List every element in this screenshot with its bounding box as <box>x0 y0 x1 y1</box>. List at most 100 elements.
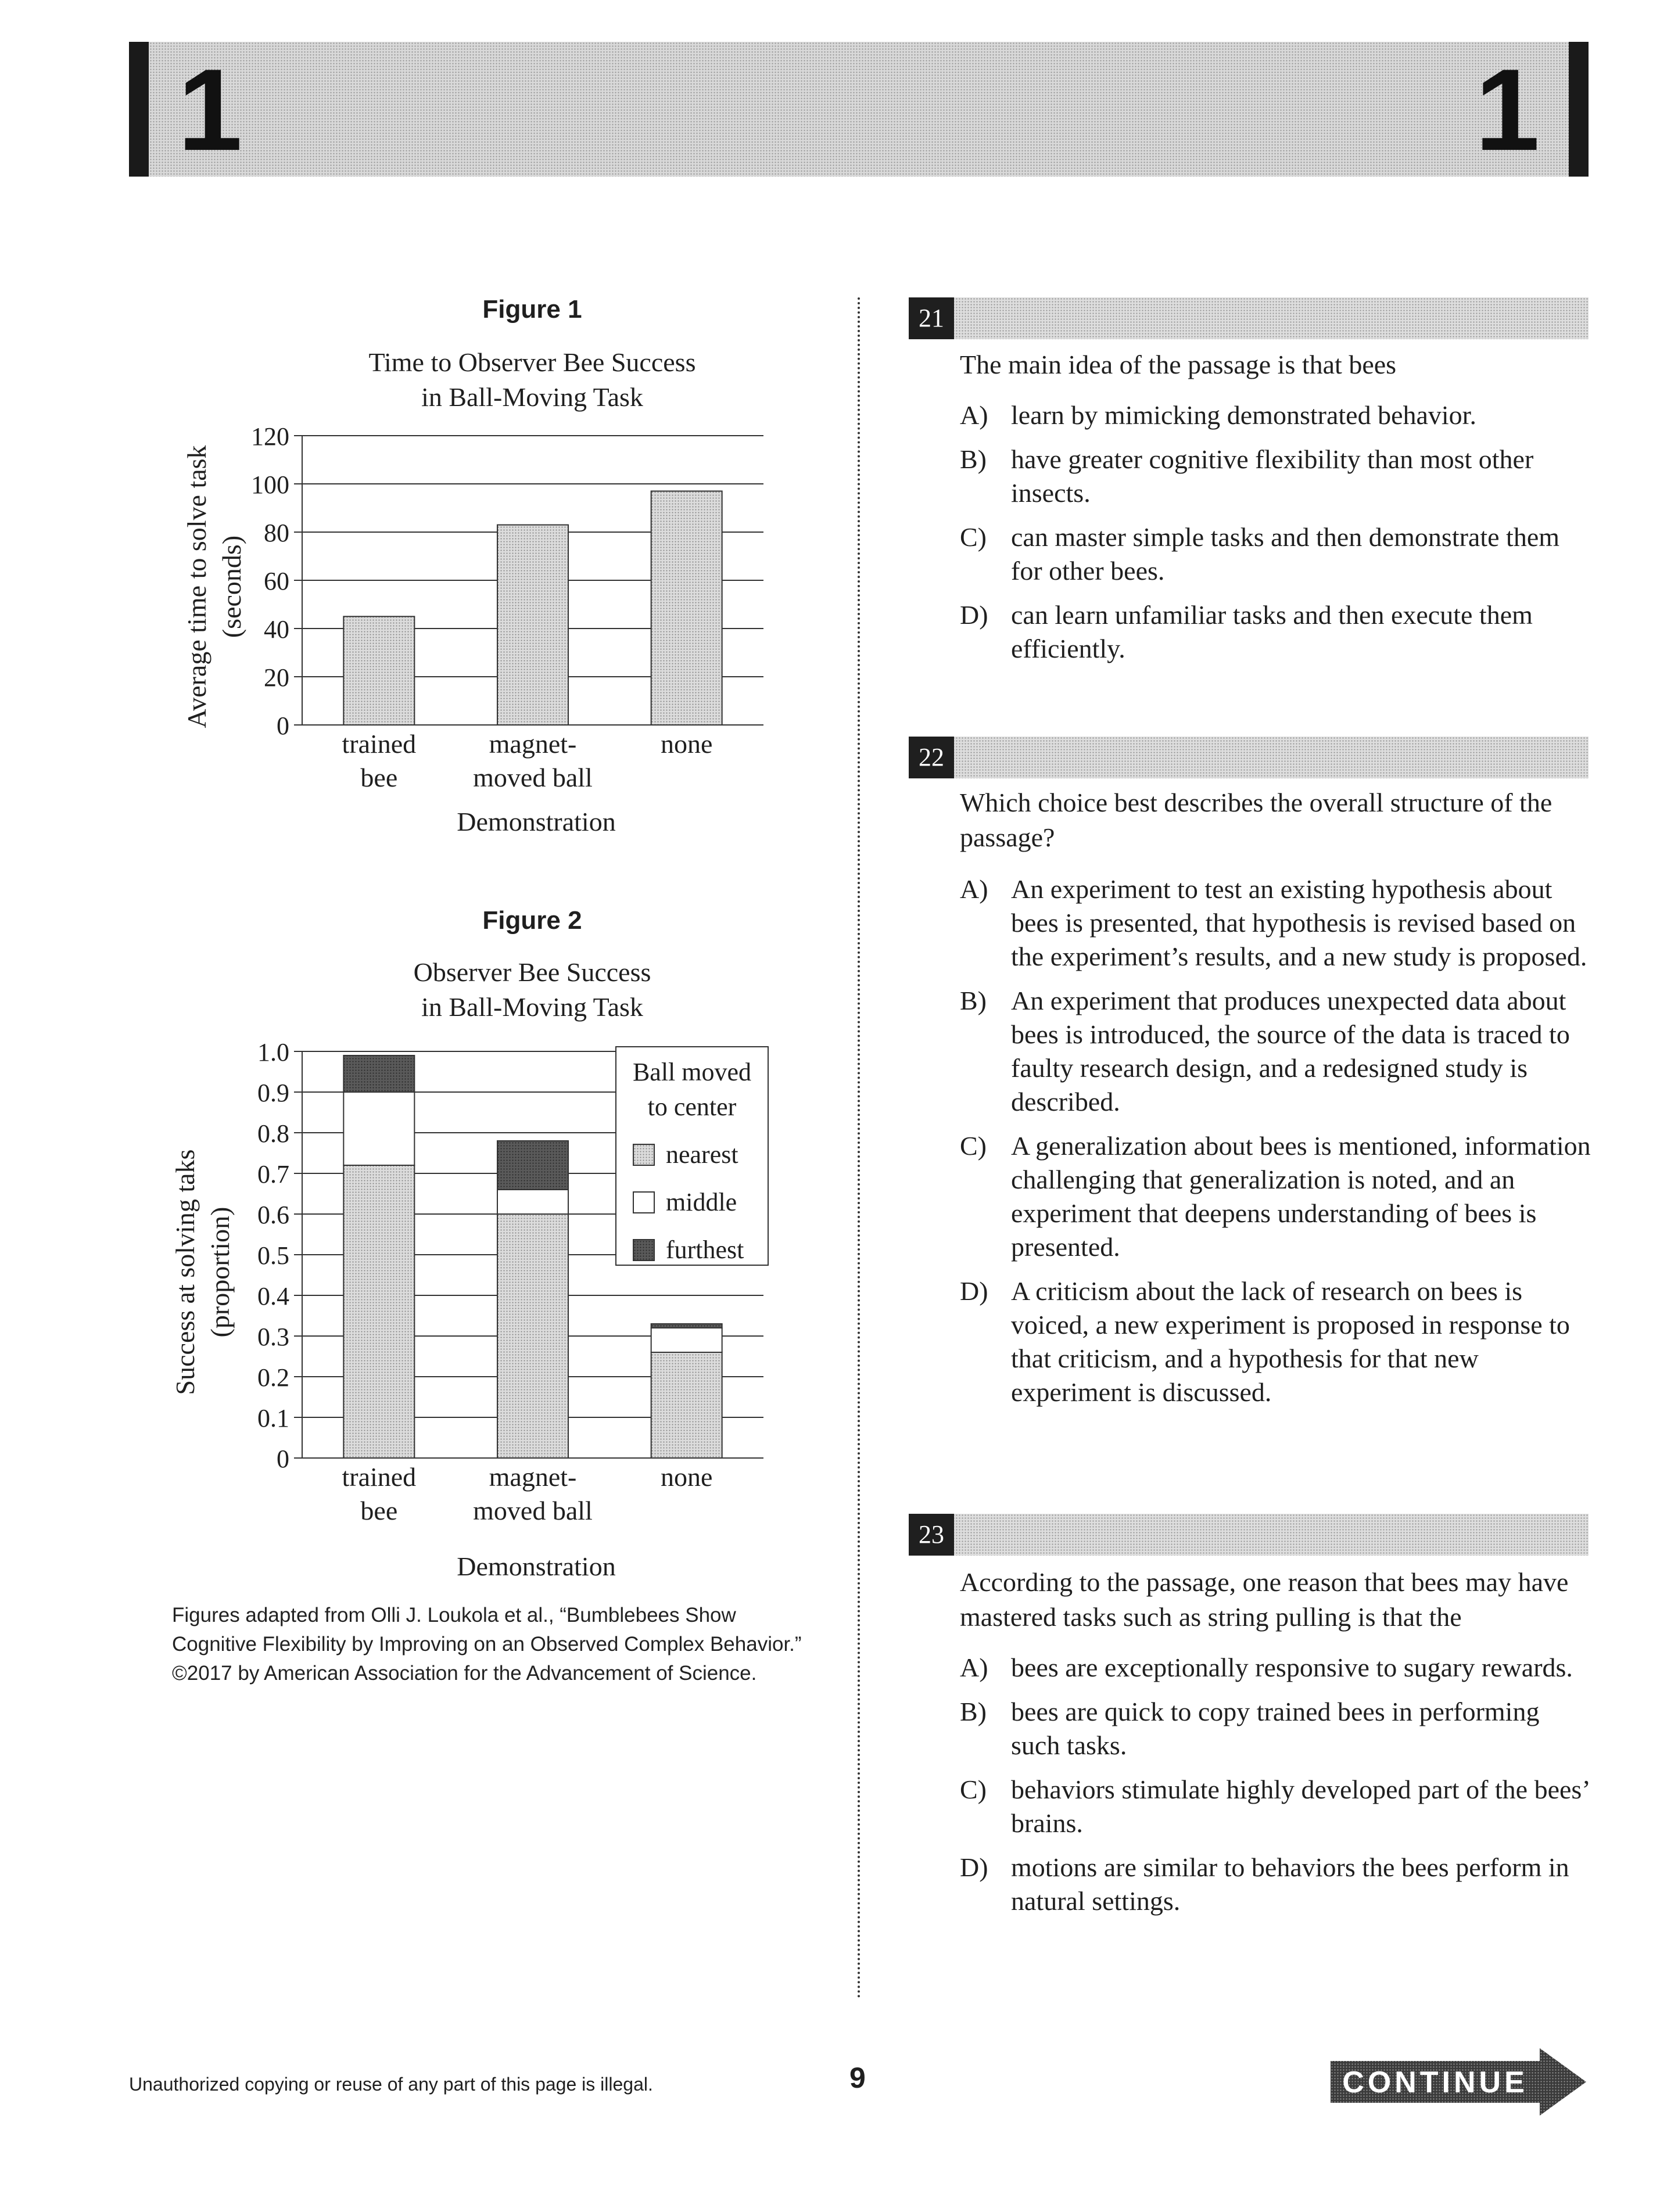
chart-2-ytick-label: 0.5 <box>257 1241 289 1270</box>
chart-2-bar-nearest <box>650 1352 723 1459</box>
chart-2-ytick-label: 0.6 <box>257 1201 289 1229</box>
question-21-bar: 21 <box>909 297 1589 339</box>
chart-1-title: Time to Observer Bee Success in Ball-Mov… <box>271 345 794 415</box>
chart-2-category-label: none <box>661 1462 712 1492</box>
figure-2-label: Figure 2 <box>482 906 582 935</box>
section-number-left: 1 <box>178 45 243 175</box>
chart-1-ylabel-line-1: Average time to solve task <box>182 445 211 728</box>
question-23-choice-d[interactable]: D) motions are similar to behaviors the b… <box>960 1852 1569 1916</box>
chart-2-ytick-label: 0.2 <box>257 1363 289 1392</box>
chart-1-category-label: bee <box>360 763 397 792</box>
question-22-stem: Which choice best describes the overall … <box>960 788 1552 852</box>
chart-2-bar-middle <box>650 1327 723 1353</box>
header-right-edge <box>1569 42 1589 177</box>
chart-1-ytick-label: 100 <box>251 471 289 499</box>
chart-2-category-label: bee <box>360 1496 397 1525</box>
page-number: 9 <box>849 2062 866 2094</box>
copyright-notice: Unauthorized copying or reuse of any par… <box>129 2074 653 2095</box>
chart-2-ytick-label: 0.8 <box>257 1119 289 1148</box>
question-23-bar: 23 <box>909 1514 1589 1556</box>
chart-2-legend: Ball moved to center nearest middle furt… <box>615 1046 769 1266</box>
chart-2-ytick-label: 0.7 <box>257 1160 289 1188</box>
section-header-bar: 1 1 <box>129 42 1589 177</box>
chart-1-ytick-label: 40 <box>264 615 289 644</box>
question-21-number: 21 <box>909 297 954 339</box>
chart-2-ytick-label: 0.3 <box>257 1323 289 1351</box>
chart-1-title-line-2: in Ball-Moving Task <box>421 382 643 412</box>
chart-2-ytick-label: 0.1 <box>257 1404 289 1432</box>
chart-2-bar-furthest <box>497 1140 569 1190</box>
chart-1-xlabel: Demonstration <box>457 807 615 836</box>
legend-swatch-furthest <box>633 1239 655 1261</box>
chart-2-title-line-1: Observer Bee Success <box>413 957 651 987</box>
question-22-choice-b[interactable]: B) An experiment that produces unexpected… <box>960 986 1570 1116</box>
chart-1-ytick-label: 20 <box>264 663 289 692</box>
column-divider <box>858 297 860 1999</box>
chart-1-category-label: moved ball <box>473 763 593 792</box>
question-23-choice-c[interactable]: C) behaviors stimulate highly developed p… <box>960 1775 1589 1838</box>
question-23-number: 23 <box>909 1514 954 1556</box>
chart-2-bar-middle <box>497 1189 569 1215</box>
question-22-bar: 22 <box>909 737 1589 778</box>
figure-1-label: Figure 1 <box>482 295 582 324</box>
question-21-choice-d[interactable]: D) can learn unfamiliar tasks and then ex… <box>960 600 1533 663</box>
chart-1-ylabel-line-2: (seconds) <box>217 536 246 638</box>
question-22-choice-d[interactable]: D) A criticism about the lack of research… <box>960 1276 1570 1407</box>
chart-2-ytick-label: 1.0 <box>257 1038 289 1066</box>
legend-swatch-nearest <box>633 1144 655 1166</box>
chart-2: 0 0.1 0.2 0.3 0.4 0.5 0.6 0.7 0.8 0.9 1.0 trained b… <box>170 1038 769 1581</box>
continue-label: CONTINUE <box>1342 2066 1528 2099</box>
question-22-choice-c[interactable]: C) A generalization about bees is mention… <box>960 1131 1591 1262</box>
chart-1-bar <box>343 616 415 726</box>
chart-2-bar-middle <box>343 1091 415 1166</box>
chart-2-category-label: trained <box>342 1462 416 1492</box>
chart-2-title: Observer Bee Success in Ball-Moving Task <box>271 955 794 1025</box>
continue-arrow-icon: CONTINUE <box>1331 2048 1586 2116</box>
chart-1-category-label: none <box>661 729 712 759</box>
figure-source-citation: Figures adapted from Olli J. Loukola et … <box>172 1604 802 1685</box>
chart-2-ylabel-line-1: Success at solving taks <box>170 1150 200 1395</box>
chart-2-bar-furthest <box>650 1323 723 1328</box>
chart-2-category-label: moved ball <box>473 1496 593 1525</box>
question-21-choice-a[interactable]: A) learn by mimicking demonstrated behavi… <box>960 400 1476 430</box>
legend-label-furthest: furthest <box>666 1236 744 1264</box>
chart-2-ylabel-line-2: (proportion) <box>205 1207 235 1338</box>
chart-1: 0 20 40 60 80 100 120 trained bee magnet-moved b… <box>182 422 763 836</box>
chart-2-ytick-label: 0 <box>277 1445 289 1473</box>
legend-swatch-middle <box>633 1191 655 1213</box>
chart-1-bar <box>497 524 569 726</box>
question-23-choice-b[interactable]: B) bees are quick to copy trained bees in… <box>960 1697 1540 1760</box>
question-21-stem: The main idea of the passage is that bee… <box>960 350 1397 379</box>
question-23-stem: According to the passage, one reason tha… <box>960 1567 1569 1632</box>
section-number-right: 1 <box>1475 45 1540 175</box>
chart-2-ytick-label: 0.4 <box>257 1282 289 1310</box>
header-left-edge <box>129 42 149 177</box>
legend-title-line-1: Ball moved <box>633 1058 751 1086</box>
question-21-choice-c[interactable]: C) can master simple tasks and then demon… <box>960 522 1560 586</box>
question-21-choice-b[interactable]: B) have greater cognitive flexibility tha… <box>960 444 1534 508</box>
question-22-number: 22 <box>909 737 954 778</box>
chart-1-ytick-label: 120 <box>251 422 289 451</box>
question-23-choices: A) bees are exceptionally responsive to s… <box>960 1651 1593 1929</box>
chart-1-bar <box>650 490 723 726</box>
chart-2-bar-furthest <box>343 1055 415 1093</box>
question-21-choices: A) learn by mimicking demonstrated behavi… <box>960 398 1593 676</box>
legend-title-line-2: to center <box>648 1093 737 1121</box>
chart-1-category-label: trained <box>342 729 416 759</box>
chart-2-title-line-2: in Ball-Moving Task <box>421 992 643 1022</box>
chart-2-ytick-label: 0.9 <box>257 1079 289 1107</box>
question-22-choice-a[interactable]: A) An experiment to test an existing hypo… <box>960 874 1587 971</box>
chart-2-bar-nearest <box>497 1213 569 1459</box>
chart-1-ytick-label: 80 <box>264 519 289 547</box>
legend-label-middle: middle <box>666 1188 737 1216</box>
legend-label-nearest: nearest <box>666 1140 738 1169</box>
question-22-choices: A) An experiment to test an existing hypo… <box>960 872 1593 1420</box>
chart-1-ytick-label: 60 <box>264 567 289 595</box>
chart-2-category-label: magnet- <box>489 1462 577 1492</box>
chart-2-xlabel: Demonstration <box>457 1552 615 1581</box>
chart-1-category-label: magnet- <box>489 729 577 759</box>
chart-1-ytick-label: 0 <box>277 712 289 740</box>
chart-2-bar-nearest <box>343 1165 415 1459</box>
chart-1-title-line-1: Time to Observer Bee Success <box>368 347 696 377</box>
question-23-choice-a[interactable]: A) bees are exceptionally responsive to s… <box>960 1653 1573 1682</box>
